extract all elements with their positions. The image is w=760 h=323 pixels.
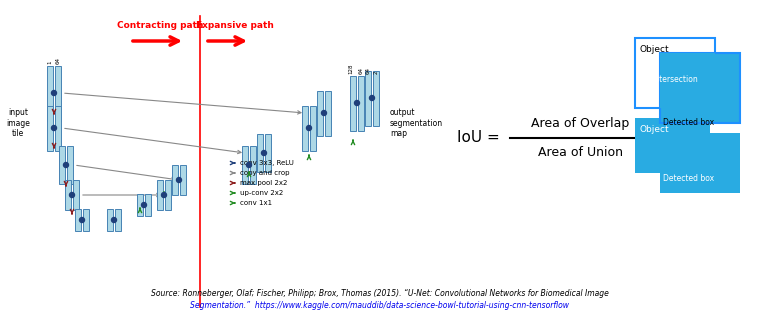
Text: intersection: intersection — [652, 76, 698, 85]
Text: 64: 64 — [366, 67, 371, 74]
Circle shape — [161, 193, 166, 197]
Bar — [67, 146, 73, 184]
Bar — [310, 106, 316, 151]
Bar — [115, 209, 121, 231]
Text: 1: 1 — [47, 60, 52, 64]
Bar — [317, 90, 323, 136]
Bar — [265, 134, 271, 172]
Circle shape — [354, 100, 359, 106]
Bar — [165, 180, 171, 210]
Circle shape — [64, 162, 68, 168]
Text: Area of Overlap: Area of Overlap — [531, 117, 629, 130]
Text: Area of Union: Area of Union — [537, 147, 622, 160]
Bar — [137, 194, 143, 216]
Text: copy and crop: copy and crop — [240, 170, 290, 176]
Circle shape — [261, 151, 267, 155]
Bar — [373, 70, 379, 126]
Bar — [73, 180, 79, 210]
Bar — [157, 180, 163, 210]
Bar — [660, 53, 715, 108]
Text: input
image
tile: input image tile — [6, 108, 30, 138]
Bar — [107, 209, 113, 231]
Circle shape — [306, 126, 312, 130]
Text: IoU =: IoU = — [458, 130, 500, 145]
Text: 64: 64 — [359, 67, 363, 74]
Bar — [635, 118, 710, 173]
Bar — [250, 146, 256, 184]
Bar — [47, 66, 53, 120]
Bar — [242, 146, 248, 184]
Bar — [75, 209, 81, 231]
Text: Detected box: Detected box — [663, 118, 714, 127]
Text: 2: 2 — [373, 70, 378, 74]
Circle shape — [52, 90, 56, 96]
Bar — [55, 66, 61, 120]
Bar — [660, 133, 740, 193]
Text: up-conv 2x2: up-conv 2x2 — [240, 190, 283, 196]
Bar — [365, 70, 371, 126]
Bar — [325, 90, 331, 136]
Bar — [358, 76, 364, 130]
Bar — [660, 53, 740, 123]
Text: conv 3x3, ReLU: conv 3x3, ReLU — [240, 160, 294, 166]
Text: Source: Ronneberger, Olaf; Fischer, Philipp; Brox, Thomas (2015). “U-Net: Convol: Source: Ronneberger, Olaf; Fischer, Phil… — [151, 288, 609, 297]
Text: 128: 128 — [349, 64, 353, 74]
Text: 64: 64 — [55, 57, 61, 64]
Circle shape — [80, 217, 84, 223]
Text: Contracting path: Contracting path — [117, 21, 203, 30]
Bar — [635, 38, 715, 108]
Circle shape — [176, 178, 182, 182]
Text: output
segmentation
map: output segmentation map — [390, 108, 443, 138]
Circle shape — [112, 217, 116, 223]
Text: conv 1x1: conv 1x1 — [240, 200, 272, 206]
Bar — [172, 165, 178, 195]
Bar — [302, 106, 308, 151]
Bar — [83, 209, 89, 231]
Circle shape — [369, 96, 375, 100]
Bar — [65, 180, 71, 210]
Circle shape — [69, 193, 74, 197]
Text: max pool 2x2: max pool 2x2 — [240, 180, 287, 186]
Bar — [145, 194, 151, 216]
Circle shape — [52, 126, 56, 130]
Bar — [55, 106, 61, 151]
Bar — [59, 146, 65, 184]
Text: Expansive path: Expansive path — [196, 21, 274, 30]
Bar — [180, 165, 186, 195]
Bar — [257, 134, 263, 172]
Circle shape — [141, 203, 147, 207]
Text: Object: Object — [640, 45, 670, 54]
Text: Object: Object — [640, 125, 670, 134]
Bar — [47, 106, 53, 151]
Circle shape — [246, 162, 252, 168]
Text: Detected box: Detected box — [663, 174, 714, 183]
Bar — [350, 76, 356, 130]
Text: Segmentation.”  https://www.kaggle.com/mauddib/data-science-bowl-tutorial-using-: Segmentation.” https://www.kaggle.com/ma… — [191, 300, 569, 309]
Circle shape — [321, 110, 327, 116]
